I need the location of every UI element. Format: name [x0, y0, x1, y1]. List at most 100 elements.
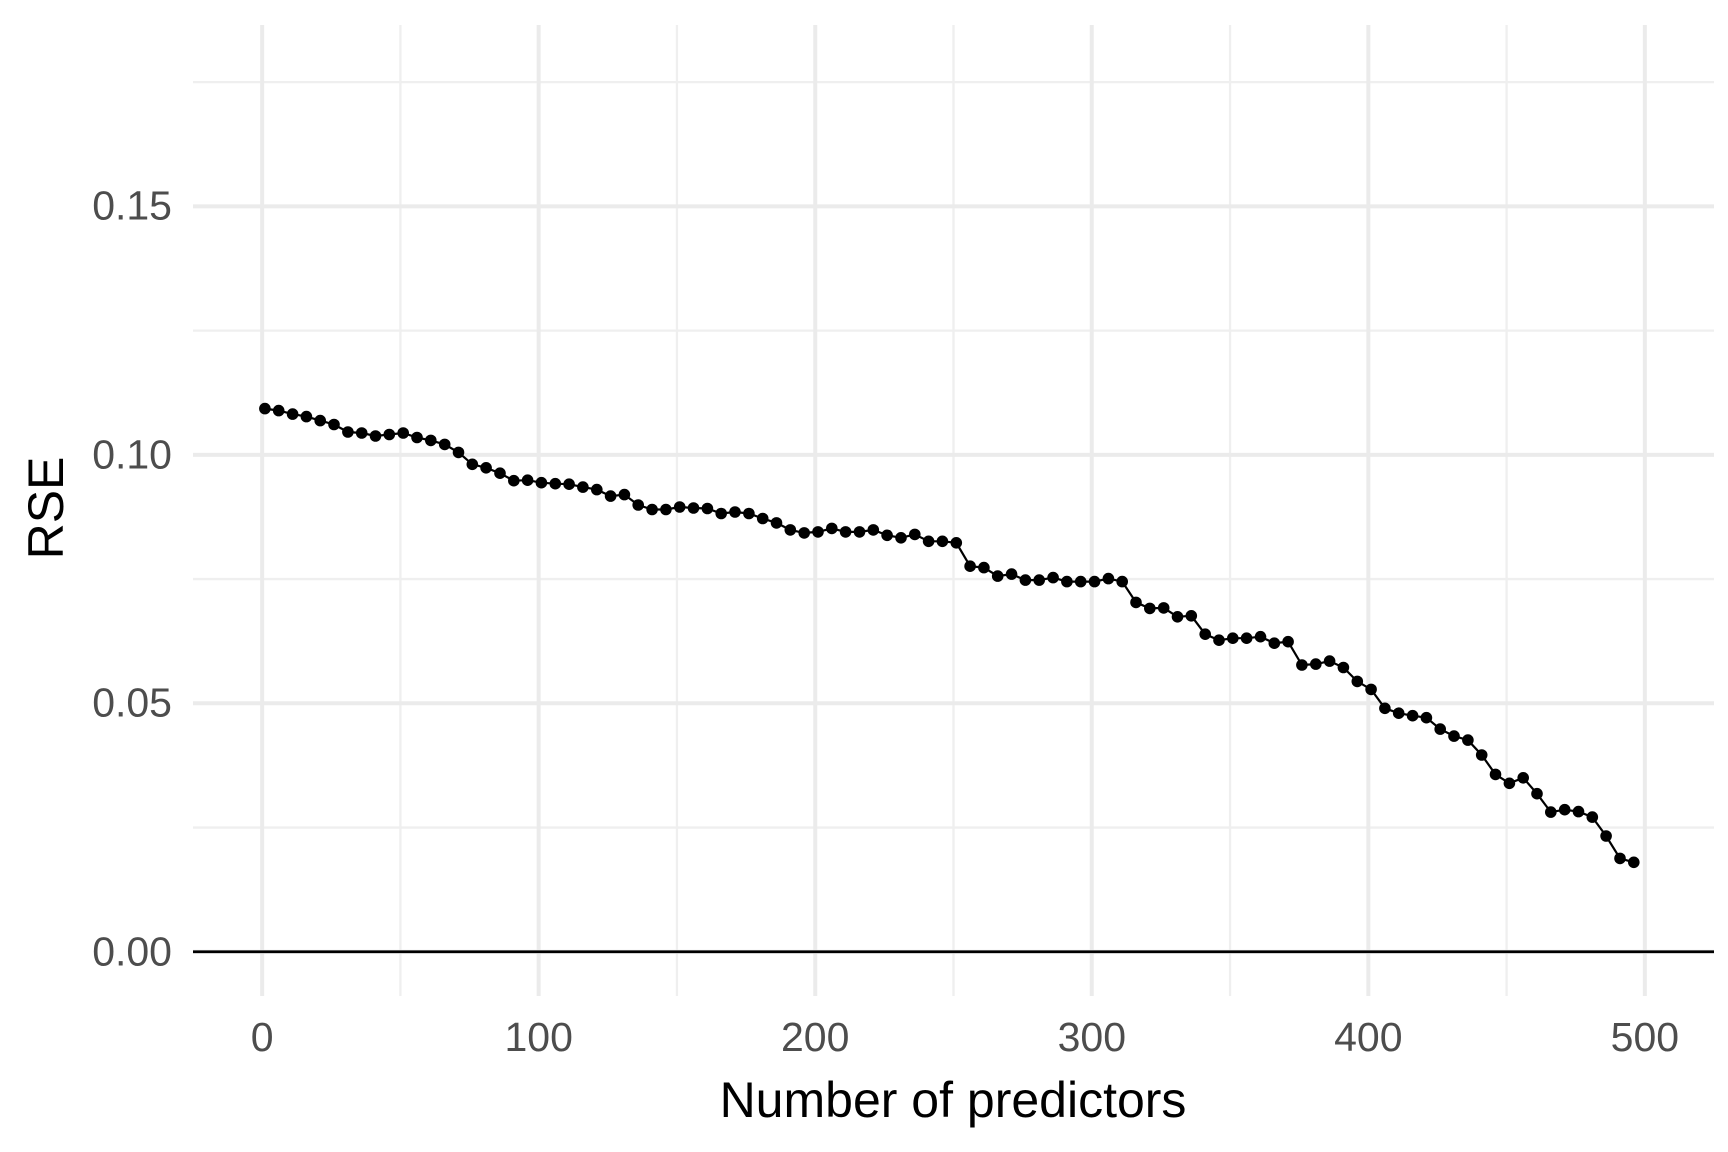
data-point	[411, 431, 423, 444]
data-point	[1475, 749, 1488, 761]
data-point	[1379, 702, 1391, 715]
data-point	[756, 512, 769, 525]
data-point	[1545, 806, 1557, 818]
data-point	[452, 446, 465, 459]
data-point	[591, 483, 603, 496]
data-point	[1227, 632, 1239, 644]
data-point	[508, 474, 520, 487]
data-point	[1489, 768, 1502, 781]
data-point	[1351, 675, 1364, 688]
data-point	[1088, 575, 1101, 588]
data-point	[1628, 856, 1640, 869]
data-point	[895, 532, 907, 544]
data-point	[1434, 723, 1446, 735]
x-tick-label-100: 100	[504, 1014, 573, 1060]
data-point	[936, 535, 949, 548]
x-tick-label-500: 500	[1610, 1014, 1680, 1060]
data-point	[673, 501, 686, 513]
data-point	[1420, 711, 1433, 724]
data-point	[978, 561, 990, 574]
rse-line	[264, 407, 1635, 864]
data-point	[286, 408, 299, 420]
data-point	[853, 526, 866, 538]
data-point	[826, 522, 838, 535]
data-point	[1102, 572, 1115, 585]
data-point	[1365, 683, 1377, 696]
data-point	[466, 458, 479, 471]
data-point	[964, 560, 976, 572]
data-point	[1019, 574, 1032, 586]
data-point	[1157, 602, 1170, 614]
data-point	[563, 478, 575, 491]
x-tick-label-200: 200	[780, 1014, 850, 1060]
data-point	[922, 535, 935, 548]
y-axis-title: RSE	[18, 456, 74, 560]
data-point	[259, 402, 271, 415]
data-point	[646, 503, 658, 516]
data-point	[328, 418, 340, 431]
data-point	[1061, 575, 1073, 588]
x-axis-title: Number of predictors	[719, 1072, 1187, 1128]
data-point	[618, 488, 631, 501]
data-point	[881, 529, 893, 542]
data-point	[1503, 777, 1516, 790]
data-point	[991, 570, 1004, 582]
data-point	[1296, 659, 1308, 671]
data-point	[660, 503, 672, 516]
data-point	[494, 467, 506, 480]
data-point	[839, 526, 852, 538]
data-point	[1130, 596, 1142, 609]
data-point	[1185, 610, 1198, 622]
data-point	[701, 502, 714, 515]
data-point	[715, 507, 727, 520]
data-point	[1392, 707, 1405, 719]
data-point	[604, 490, 617, 502]
y-tick-label-0.15: 0.15	[92, 182, 172, 229]
data-point	[812, 526, 824, 538]
data-point	[909, 528, 921, 541]
data-point	[577, 481, 589, 493]
data-point	[1600, 830, 1612, 842]
y-tick-label-0.10: 0.10	[92, 431, 172, 478]
data-point	[1310, 658, 1322, 670]
data-point	[1144, 602, 1156, 615]
data-point	[1572, 805, 1585, 818]
data-point	[549, 477, 562, 490]
data-point	[632, 499, 644, 511]
x-tick-label-400: 400	[1334, 1014, 1403, 1060]
data-point	[784, 524, 797, 536]
data-point	[950, 537, 963, 549]
data-point	[687, 502, 700, 514]
data-point	[1462, 734, 1474, 746]
data-point	[1586, 811, 1599, 823]
data-point	[743, 507, 755, 520]
data-point	[425, 434, 437, 447]
data-point	[1116, 575, 1128, 588]
data-point	[369, 430, 382, 442]
data-point	[1074, 575, 1087, 588]
data-point	[1614, 852, 1626, 865]
data-point	[1517, 772, 1529, 784]
y-tick-label-0.00: 0.00	[92, 928, 172, 975]
x-tick-label-0: 0	[250, 1014, 274, 1060]
data-point	[1171, 611, 1184, 623]
data-point	[1005, 568, 1018, 580]
data-point	[1199, 628, 1211, 640]
data-point	[314, 414, 327, 427]
data-point	[798, 527, 810, 539]
data-point	[342, 426, 354, 438]
data-point	[383, 428, 396, 441]
data-point	[1033, 574, 1045, 586]
data-point	[1047, 571, 1059, 584]
data-point	[1323, 655, 1336, 667]
data-point	[1558, 803, 1571, 816]
data-point	[438, 438, 451, 451]
data-point	[272, 404, 285, 417]
data-point	[1240, 632, 1253, 644]
data-point	[355, 427, 368, 439]
data-point	[1213, 634, 1225, 646]
data-point	[535, 476, 548, 489]
data-point	[1254, 630, 1267, 643]
